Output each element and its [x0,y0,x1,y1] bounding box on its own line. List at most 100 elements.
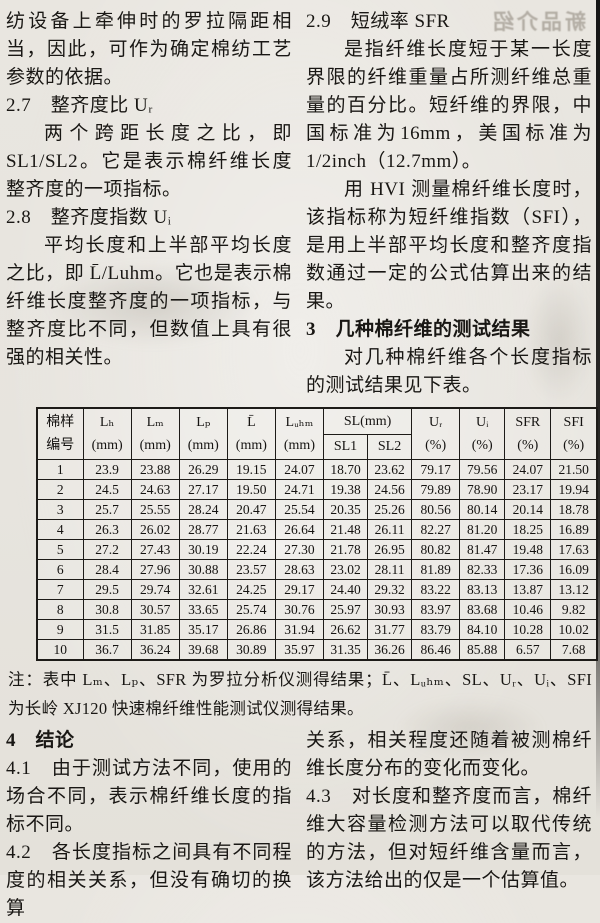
table-cell: 30.76 [274,599,324,620]
table-cell: 1 [36,459,84,480]
table-cell: 33.65 [178,599,228,620]
table-row: 2 24.5 24.63 27.17 19.50 24.71 19.38 24.56 79.89… [36,479,598,500]
table-row: 3 25.7 25.55 28.24 20.47 25.54 20.35 25.26 80.56… [36,499,598,520]
table-cell: 81.89 [411,559,461,580]
table-cell: 28.11 [367,559,413,580]
table-cell: 81.47 [459,539,506,560]
table-cell: 23.88 [130,459,180,480]
section-heading-3: 3 几种棉纤维的测试结果 [306,319,531,340]
table-cell: 29.32 [367,579,413,600]
table-cell: 80.56 [411,499,461,520]
table-cell: 18.25 [504,519,552,540]
table-cell: 27.43 [130,539,180,560]
header-sl2: SL2 [367,433,413,460]
scan-edge-shadow [596,0,600,835]
table-cell: 27.2 [82,539,132,560]
table-cell: 23.9 [82,459,132,480]
table-cell: 13.87 [504,579,552,600]
table-cell: 21.48 [322,519,369,540]
table-cell: 26.02 [130,519,180,540]
table-cell: 19.94 [550,479,598,500]
table-cell: 31.77 [367,619,413,640]
table-cell: 26.11 [367,519,413,540]
table-cell: 25.74 [226,599,276,620]
table-cell: 24.07 [274,459,324,480]
paragraph-2-8: 平均长度和上半部平均长度之比，即 L̄/Luhm。它也是表示棉纤维长度整齐度的一… [6,235,292,368]
table-header: 棉样 编号 Lₕ (mm) Lₘ (mm) Lₚ (mm) L̄ (mm) Lᵤₕₘ (mm… [36,407,598,460]
table-cell: 82.27 [411,519,461,540]
table-cell: 80.82 [411,539,461,560]
table-cell: 24.71 [274,479,324,500]
table-cell: 79.17 [411,459,461,480]
section-heading-4: 4 结论 [6,730,75,751]
table-cell: 20.35 [322,499,369,520]
table-cell: 24.63 [130,479,180,500]
table-cell: 7 [36,579,84,600]
header-luhm: Lᵤₕₘ (mm) [274,407,324,460]
section-heading-2-8: 2.8 整齐度指数 Uᵢ [6,207,172,228]
top-text-section: 纺设备上牵伸时的罗拉隔距相当，因此，可作为确定棉纺工艺参数的依据。 2.7 整齐… [6,8,592,400]
table-row: 4 26.3 26.02 28.77 21.63 26.64 21.48 26.11 82.27… [36,519,598,540]
table-cell: 21.50 [550,459,598,480]
table-row: 1 23.9 23.88 26.29 19.15 24.07 18.70 23.62 79.17… [36,459,598,480]
table-cell: 30.89 [226,639,276,661]
table-cell: 13.12 [550,579,598,600]
table-cell: 79.56 [459,459,506,480]
header-sl-group: SL(mm) [322,407,413,435]
paragraph-hvi: 用 HVI 测量棉纤维长度时，该指标称为短纤维指数（SFI），是用上半部平均长度… [306,179,592,312]
paragraph-2-9: 是指纤维长度短于某一长度界限的纤维重量占所测纤维总重量的百分比。短纤维的界限，中… [306,39,592,172]
fiber-test-results-table: 棉样 编号 Lₕ (mm) Lₘ (mm) Lₚ (mm) L̄ (mm) Lᵤₕₘ (mm… [36,407,598,661]
table-cell: 82.33 [459,559,506,580]
header-ui: Uᵢ (%) [459,407,506,460]
table-cell: 86.46 [411,639,461,661]
header-ur: Uᵣ (%) [411,407,461,460]
table-cell: 25.54 [274,499,324,520]
header-lbar: L̄ (mm) [226,407,276,460]
table-cell: 16.09 [550,559,598,580]
table-cell: 5 [36,539,84,560]
table-row: 8 30.8 30.57 33.65 25.74 30.76 25.97 30.93 83.97… [36,599,598,620]
table-cell: 28.77 [178,519,228,540]
table-cell: 83.68 [459,599,506,620]
paragraph-2-7: 两个跨距长度之比，即 SL1/SL2。它是表示棉纤维长度整齐度的一项指标。 [6,123,292,200]
table-cell: 10.02 [550,619,598,640]
table-cell: 16.89 [550,519,598,540]
table-cell: 21.78 [322,539,369,560]
table-cell: 27.96 [130,559,180,580]
table-cell: 26.64 [274,519,324,540]
paragraph-4-2-continuation: 关系，相关程度还随着被测棉纤维长度分布的变化而变化。 [306,730,592,779]
table-cell: 80.14 [459,499,506,520]
top-left-column: 纺设备上牵伸时的罗拉隔距相当，因此，可作为确定棉纺工艺参数的依据。 2.7 整齐… [6,8,292,400]
table-cell: 36.26 [367,639,413,661]
table-cell: 30.57 [130,599,180,620]
bottom-left-column: 4 结论 4.1 由于测试方法不同，使用的场合不同，表示棉纤维长度的指标不同。 … [6,727,292,923]
table-cell: 18.70 [322,459,369,480]
table-row: 7 29.5 29.74 32.61 24.25 29.17 24.40 29.32 83.22… [36,579,598,600]
table-cell: 21.63 [226,519,276,540]
header-sfi: SFI (%) [550,407,598,460]
table-cell: 23.57 [226,559,276,580]
table-cell: 26.3 [82,519,132,540]
table-cell: 18.78 [550,499,598,520]
table-cell: 26.95 [367,539,413,560]
table-cell: 84.10 [459,619,506,640]
table-cell: 29.17 [274,579,324,600]
table-cell: 31.5 [82,619,132,640]
table-cell: 19.15 [226,459,276,480]
table-cell: 27.17 [178,479,228,500]
paragraph-continuation: 纺设备上牵伸时的罗拉隔距相当，因此，可作为确定棉纺工艺参数的依据。 [6,11,292,88]
table-cell: 17.36 [504,559,552,580]
table-body: 1 23.9 23.88 26.29 19.15 24.07 18.70 23.62 79.17… [36,459,598,661]
header-lh: Lₕ (mm) [82,407,132,460]
table-cell: 10.28 [504,619,552,640]
bottom-right-column: 关系，相关程度还随着被测棉纤维长度分布的变化而变化。 4.3 对长度和整齐度而言… [306,727,592,923]
table-cell: 24.56 [367,479,413,500]
table-cell: 6 [36,559,84,580]
table-cell: 28.63 [274,559,324,580]
table-cell: 31.35 [322,639,369,661]
table-cell: 23.17 [504,479,552,500]
table-cell: 29.5 [82,579,132,600]
header-sample-no: 棉样 编号 [36,407,84,460]
table-cell: 25.7 [82,499,132,520]
table-cell: 25.97 [322,599,369,620]
